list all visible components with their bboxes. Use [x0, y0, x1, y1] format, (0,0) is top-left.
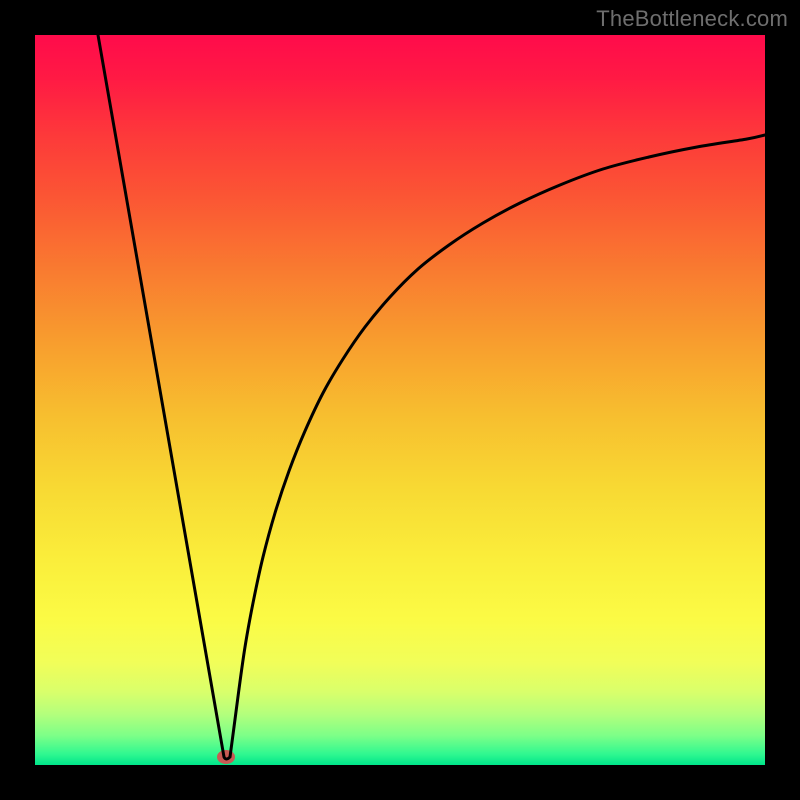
plot-area — [35, 35, 765, 765]
notch-marker — [217, 750, 235, 764]
chart-svg — [35, 35, 765, 765]
chart-frame: TheBottleneck.com — [0, 0, 800, 800]
gradient-background — [35, 35, 765, 765]
watermark-text: TheBottleneck.com — [596, 6, 788, 32]
